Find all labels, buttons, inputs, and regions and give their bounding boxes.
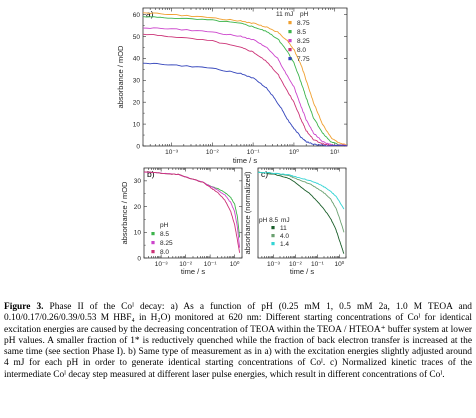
panel-a-legend-swatch [288, 57, 292, 61]
panel-b-legend-swatch [151, 250, 155, 254]
panel-c-x-ticks [257, 168, 347, 258]
panel-c-legend-item: 11 [280, 225, 287, 232]
panel-b-legend: pH 8.5 8.25 8.0 [151, 222, 173, 256]
panel-c-series-1_4 [257, 171, 345, 210]
panel-a-legend-swatch [288, 30, 292, 34]
panel-a-label: a) [146, 9, 154, 19]
panel-b-ytick-label: 30 [134, 178, 142, 185]
panel-b-series-8_0 [143, 171, 241, 253]
panel-b-label: b) [147, 169, 155, 179]
panel-b-y-axis-label: absorbance / mOD [120, 181, 129, 245]
caption-label: Figure 3. [4, 302, 44, 312]
panel-a-y-axis-label: absorbance / mOD [116, 45, 125, 109]
panel-b-legend-item: 8.25 [160, 240, 173, 247]
panel-b-series-8_25 [143, 171, 241, 248]
panel-b-xtick-label: 10⁻³ [155, 261, 169, 268]
panel-a-series-8_5 [142, 16, 348, 147]
panel-b-xtick-label: 10⁻¹ [204, 261, 218, 268]
panel-c-legend-title: mJ [281, 217, 290, 224]
panel-b-series-8_5 [143, 171, 241, 238]
panel-a-legend-title: 11 mJ [276, 11, 293, 18]
panel-a-ytick-label: 20 [133, 99, 141, 106]
panel-a-x-axis-label: time / s [233, 156, 257, 165]
panel-c-xtick-label: 10⁻² [289, 261, 303, 268]
panel-a-ytick-label: 40 [133, 56, 141, 63]
panel-a-legend-item: 8.0 [297, 47, 306, 54]
panel-b-legend-title: pH [160, 222, 169, 229]
panel-c-legend-swatch [271, 226, 275, 230]
panel-c-label: c) [261, 169, 268, 179]
panel-b-frame [143, 167, 243, 259]
panel-a-frame [142, 7, 348, 147]
panel-a-series-8_0 [142, 33, 348, 147]
panel-a-ytick-label: 10 [133, 121, 141, 128]
panel-c-xtick-label: 10⁰ [334, 260, 344, 268]
panel-c-series-4_0 [257, 171, 345, 233]
panel-c-legend-swatch [271, 242, 275, 246]
panel-a-xtick-label: 10¹ [330, 149, 340, 156]
panel-a-ytick-label: 50 [133, 34, 141, 41]
panel-a-legend-swatch [288, 21, 292, 25]
panel-a-series-8_25 [142, 27, 348, 147]
panel-a-xtick-label: 10⁻¹ [247, 149, 261, 156]
panel-a-series-7_75 [142, 62, 348, 147]
panel-b-ytick-label: 10 [134, 230, 142, 237]
panel-c-legend-item: 4.0 [280, 233, 289, 240]
panel-b-legend-item: 8.5 [160, 231, 169, 238]
panel-a-legend-item: 8.25 [297, 38, 310, 45]
panel-c-legend-item: 1.4 [280, 241, 289, 248]
panel-a-legend-item: 7.75 [297, 56, 310, 63]
panel-a-legend-swatch [288, 39, 292, 43]
caption-text: Phase II of the Coᴵ decay: a) As a funct… [4, 302, 472, 380]
panel-c-series-11 [257, 171, 345, 254]
panel-b-xtick-label: 10⁻² [179, 261, 193, 268]
panel-a-series-8_75 [142, 12, 348, 146]
panel-b-x-axis-label: time / s [181, 267, 205, 276]
panel-a-ytick-label: 60 [133, 12, 141, 19]
panel-a-xtick-label: 10⁰ [289, 148, 299, 156]
panel-b-legend-item: 8.0 [160, 249, 169, 256]
panel-c-x-axis-label: time / s [290, 267, 314, 276]
panel-a-legend-item: 8.75 [297, 20, 310, 27]
panel-c-legend-title: pH 8.5 [259, 217, 279, 224]
panel-b-legend-swatch [151, 241, 155, 245]
panel-c-y-axis-label: absorbance (normalized) [243, 171, 252, 254]
panel-b-legend-swatch [151, 232, 155, 236]
panel-a-legend-item: 8.5 [297, 29, 306, 36]
panel-b-ytick-label: 20 [134, 204, 142, 211]
panel-a-legend-swatch [288, 48, 292, 52]
panel-a-xtick-label: 10⁻² [206, 149, 220, 156]
panel-a-legend: 11 mJ pH 8.75 8.5 8.25 8.0 7.75 [276, 11, 310, 63]
panel-b-x-ticks [143, 168, 243, 258]
figure: a) 10⁻³ 10⁻² 10⁻¹ 10⁰ 10¹ 0 10 20 30 40 50 60 time / … [116, 7, 348, 276]
panel-a-xtick-label: 10⁻³ [165, 149, 179, 156]
panel-a-legend-title: pH [300, 11, 309, 18]
panel-c-xtick-label: 10⁻³ [267, 261, 281, 268]
panel-b-xtick-label: 10⁰ [230, 260, 240, 268]
panel-a-ytick-label: 30 [133, 78, 141, 85]
panel-b-ytick-label: 0 [137, 255, 141, 262]
panel-a-ytick-label: 0 [136, 143, 140, 150]
panel-c-legend-swatch [271, 234, 275, 238]
panel-c-xtick-label: 10⁻¹ [311, 261, 325, 268]
figure-caption: Figure 3. Phase II of the Coᴵ decay: a) … [4, 302, 472, 381]
